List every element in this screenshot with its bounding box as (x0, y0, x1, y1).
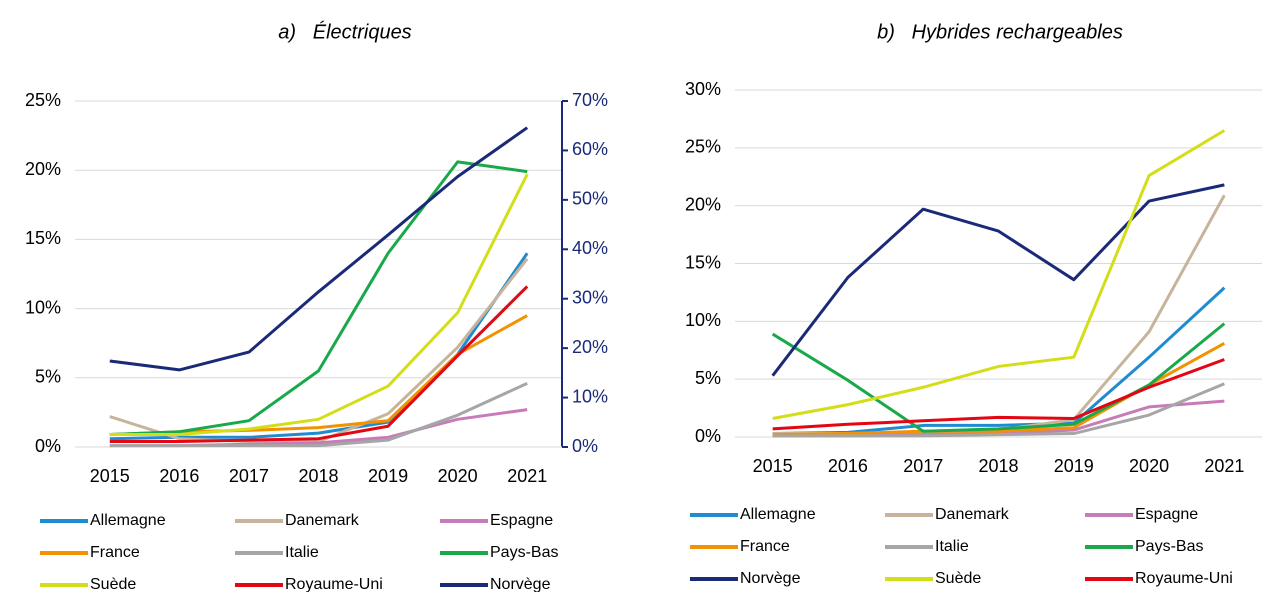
series-line (109, 381, 528, 448)
series-line (109, 173, 529, 437)
legend-label: Norvège (740, 570, 801, 587)
legend-label: Suède (90, 576, 136, 592)
series-line (772, 382, 1225, 438)
series-line (771, 183, 1225, 377)
chart-title: a) Électriques (278, 20, 411, 43)
y2-tick-label: 60% (572, 139, 608, 159)
y-tick-label: 5% (35, 367, 61, 387)
y-tick-label: 10% (685, 310, 721, 330)
legend-label: Danemark (935, 506, 1010, 523)
y-tick-label: 15% (685, 252, 721, 272)
series-line (771, 322, 1226, 433)
y-tick-label: 20% (25, 159, 61, 179)
series-line (109, 314, 528, 437)
y-tick-label: 25% (685, 137, 721, 157)
y2-tick-label: 20% (572, 337, 608, 357)
y-tick-label: 0% (695, 426, 721, 446)
series-line (109, 285, 529, 443)
chart-title: b) Hybrides rechargeables (877, 21, 1123, 43)
series-line (772, 341, 1226, 437)
x-tick-label: 2015 (753, 456, 793, 476)
x-tick-label: 2018 (298, 466, 338, 486)
y-tick-label: 25% (25, 90, 61, 110)
y-tick-label: 15% (25, 228, 61, 248)
legend-label: France (90, 544, 140, 561)
x-tick-label: 2021 (1204, 456, 1244, 476)
y2-tick-label: 50% (572, 189, 608, 209)
y-tick-label: 0% (35, 436, 61, 456)
y-tick-label: 5% (695, 368, 721, 388)
legend-label: Danemark (285, 512, 360, 529)
y2-tick-label: 10% (572, 386, 608, 406)
y-tick-label: 30% (685, 79, 721, 99)
legend-label: Pays-Bas (1135, 538, 1203, 555)
x-tick-label: 2018 (978, 456, 1018, 476)
legend-label: Pays-Bas (490, 544, 558, 561)
legend-label: France (740, 538, 790, 555)
legend-label: Italie (935, 538, 969, 555)
x-tick-label: 2020 (438, 466, 478, 486)
legend-label: Suède (935, 570, 981, 587)
legend-label: Espagne (490, 512, 553, 529)
y2-tick-label: 70% (572, 90, 608, 110)
x-tick-label: 2016 (828, 456, 868, 476)
legend-label: Espagne (1135, 506, 1198, 523)
y2-tick-label: 30% (572, 287, 608, 307)
series-line (772, 358, 1225, 431)
y2-tick-label: 40% (572, 238, 608, 258)
x-tick-label: 2016 (159, 466, 199, 486)
x-tick-label: 2017 (903, 456, 943, 476)
y-tick-label: 10% (25, 297, 61, 317)
series-line (109, 160, 528, 437)
x-tick-label: 2019 (1054, 456, 1094, 476)
series-line (109, 126, 529, 372)
x-tick-label: 2015 (90, 466, 130, 486)
legend-label: Italie (285, 544, 319, 561)
y-tick-label: 20% (685, 194, 721, 214)
x-tick-label: 2017 (229, 466, 269, 486)
series-line (772, 129, 1226, 420)
x-tick-label: 2021 (507, 466, 547, 486)
legend-label: Norvège (490, 576, 551, 592)
x-tick-label: 2019 (368, 466, 408, 486)
legend-label: Allemagne (90, 512, 166, 529)
x-tick-label: 2020 (1129, 456, 1169, 476)
legend-label: Allemagne (740, 506, 816, 523)
y2-tick-label: 0% (572, 436, 598, 456)
legend-label: Royaume-Uni (1135, 570, 1233, 587)
legend-label: Royaume-Uni (285, 576, 383, 592)
